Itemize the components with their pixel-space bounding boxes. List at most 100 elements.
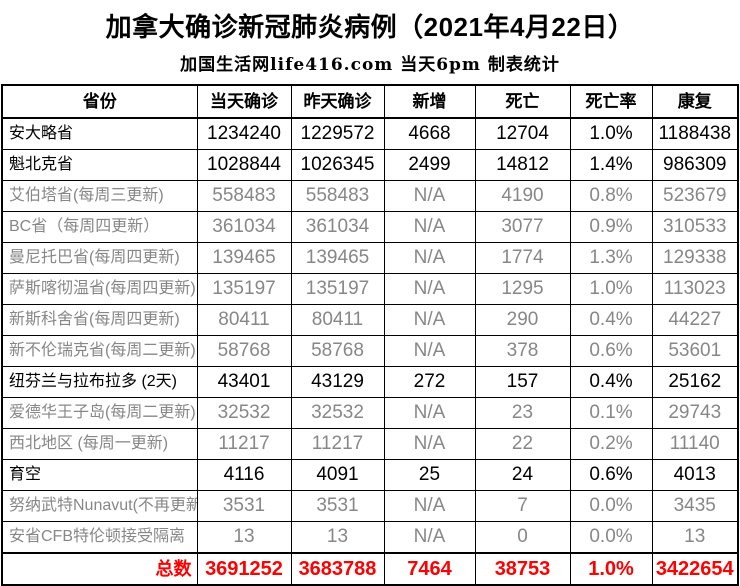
cell-recovered: 25162 <box>651 366 739 398</box>
cell-yesterday: 139465 <box>290 242 385 274</box>
cell-new: N/A <box>383 490 476 522</box>
cell-rate: 0.0% <box>569 521 653 554</box>
cell-today: 4116 <box>196 459 292 491</box>
page-title: 加拿大确诊新冠肺炎病例（2021年4月22日） <box>105 12 635 42</box>
table-row: 新斯科舍省(每周四更新) 80411 80411 N/A 290 0.4% 44227 <box>1 304 739 336</box>
cell-recovered: 11140 <box>651 428 739 460</box>
cell-today: 58768 <box>196 335 292 367</box>
table-row: 努纳武特Nunavut(不再更新) 3531 3531 N/A 7 0.0% 3435 <box>1 490 739 522</box>
covid-stats-page: 加拿大确诊新冠肺炎病例（2021年4月22日） 加国生活网life416.com… <box>1 12 739 586</box>
table-row: 安大略省 1234240 1229572 4668 12704 1.0% 1188438 <box>1 117 739 150</box>
cell-yesterday: 32532 <box>290 397 385 429</box>
cell-today: 1028844 <box>196 149 292 181</box>
cell-yesterday: 558483 <box>290 180 385 212</box>
table-header-row: 省份 当天确诊 昨天确诊 新增 死亡 死亡率 康复 <box>1 84 739 119</box>
cell-today: 13 <box>196 521 292 554</box>
cell-today: 558483 <box>196 180 292 212</box>
total-today: 3691252 <box>196 552 292 586</box>
table-body: 安大略省 1234240 1229572 4668 12704 1.0% 1188438 魁北… <box>1 117 739 554</box>
cell-today: 139465 <box>196 242 292 274</box>
cell-deaths: 0 <box>474 521 571 554</box>
cell-rate: 0.0% <box>569 490 653 522</box>
cell-new: N/A <box>383 242 476 274</box>
column-header-new: 新增 <box>383 84 476 119</box>
cell-today: 3531 <box>196 490 292 522</box>
cell-rate: 1.4% <box>569 149 653 181</box>
total-rate: 1.0% <box>569 552 653 586</box>
cell-rate: 1.0% <box>569 273 653 305</box>
column-header-today: 当天确诊 <box>196 84 292 119</box>
cell-rate: 0.4% <box>569 304 653 336</box>
cell-name: 艾伯塔省(每周三更新) <box>1 180 198 212</box>
cell-yesterday: 361034 <box>290 211 385 243</box>
cell-name: BC省（每周四更新） <box>1 211 198 243</box>
cell-name: 曼尼托巴省(每周四更新) <box>1 242 198 274</box>
cell-new: 2499 <box>383 149 476 181</box>
table-total-row: 总数 3691252 3683788 7464 38753 1.0% 3422654 <box>1 552 739 586</box>
cell-deaths: 3077 <box>474 211 571 243</box>
cell-name: 新不伦瑞克省(每周二更新) <box>1 335 198 367</box>
cell-yesterday: 58768 <box>290 335 385 367</box>
cell-yesterday: 43129 <box>290 366 385 398</box>
cell-new: N/A <box>383 180 476 212</box>
table-row: 纽芬兰与拉布拉多 (2天) 43401 43129 272 157 0.4% 25162 <box>1 366 739 398</box>
cell-today: 11217 <box>196 428 292 460</box>
cell-name: 爱德华王子岛(每周二更新) <box>1 397 198 429</box>
cell-new: 25 <box>383 459 476 491</box>
cell-recovered: 129338 <box>651 242 739 274</box>
total-yesterday: 3683788 <box>290 552 385 586</box>
cell-recovered: 523679 <box>651 180 739 212</box>
covid-stats-table: 省份 当天确诊 昨天确诊 新增 死亡 死亡率 康复 安大略省 1234240 1229572 46… <box>1 84 739 586</box>
cell-deaths: 1295 <box>474 273 571 305</box>
cell-name: 萨斯喀彻温省(每周四更新) <box>1 273 198 305</box>
cell-today: 1234240 <box>196 117 292 150</box>
cell-today: 361034 <box>196 211 292 243</box>
cell-recovered: 44227 <box>651 304 739 336</box>
cell-recovered: 13 <box>651 521 739 554</box>
cell-rate: 0.2% <box>569 428 653 460</box>
cell-recovered: 310533 <box>651 211 739 243</box>
cell-name: 育空 <box>1 459 198 491</box>
cell-rate: 0.1% <box>569 397 653 429</box>
total-recovered: 3422654 <box>651 552 739 586</box>
page-subtitle: 加国生活网life416.com 当天6pm 制表统计 <box>180 55 560 75</box>
total-deaths: 38753 <box>474 552 571 586</box>
cell-yesterday: 11217 <box>290 428 385 460</box>
cell-new: N/A <box>383 428 476 460</box>
column-header-deaths: 死亡 <box>474 84 571 119</box>
cell-today: 43401 <box>196 366 292 398</box>
column-header-name: 省份 <box>1 84 198 119</box>
cell-recovered: 113023 <box>651 273 739 305</box>
table-row: 曼尼托巴省(每周四更新) 139465 139465 N/A 1774 1.3% 12933… <box>1 242 739 274</box>
column-header-rate: 死亡率 <box>569 84 653 119</box>
cell-yesterday: 135197 <box>290 273 385 305</box>
cell-yesterday: 1229572 <box>290 117 385 150</box>
cell-deaths: 22 <box>474 428 571 460</box>
cell-deaths: 290 <box>474 304 571 336</box>
table-row: 安省CFB特伦顿接受隔离 13 13 N/A 0 0.0% 13 <box>1 521 739 554</box>
cell-new: 272 <box>383 366 476 398</box>
table-row: 新不伦瑞克省(每周二更新) 58768 58768 N/A 378 0.6% 53601 <box>1 335 739 367</box>
cell-name: 安大略省 <box>1 117 198 150</box>
cell-recovered: 1188438 <box>651 117 739 150</box>
cell-new: N/A <box>383 335 476 367</box>
cell-rate: 0.4% <box>569 366 653 398</box>
cell-rate: 0.8% <box>569 180 653 212</box>
cell-name: 西北地区 (每周一更新) <box>1 428 198 460</box>
cell-deaths: 1774 <box>474 242 571 274</box>
cell-name: 努纳武特Nunavut(不再更新) <box>1 490 198 522</box>
cell-deaths: 157 <box>474 366 571 398</box>
cell-deaths: 14812 <box>474 149 571 181</box>
cell-yesterday: 1026345 <box>290 149 385 181</box>
total-new: 7464 <box>383 552 476 586</box>
cell-deaths: 7 <box>474 490 571 522</box>
cell-rate: 1.0% <box>569 117 653 150</box>
column-header-yesterday: 昨天确诊 <box>290 84 385 119</box>
cell-yesterday: 3531 <box>290 490 385 522</box>
table-row: BC省（每周四更新） 361034 361034 N/A 3077 0.9% 310533 <box>1 211 739 243</box>
cell-rate: 0.6% <box>569 459 653 491</box>
table-row: 魁北克省 1028844 1026345 2499 14812 1.4% 986309 <box>1 149 739 181</box>
cell-deaths: 378 <box>474 335 571 367</box>
cell-yesterday: 4091 <box>290 459 385 491</box>
total-name: 总数 <box>1 552 198 586</box>
